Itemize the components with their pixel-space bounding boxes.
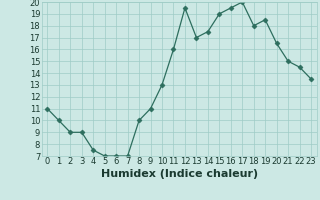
X-axis label: Humidex (Indice chaleur): Humidex (Indice chaleur)	[100, 169, 258, 179]
